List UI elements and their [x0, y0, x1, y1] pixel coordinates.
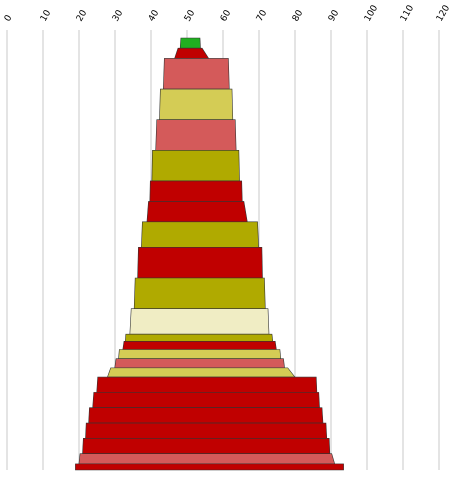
segment — [159, 88, 234, 121]
segment — [129, 308, 270, 335]
segment — [122, 341, 277, 350]
segment — [85, 422, 328, 439]
segment — [149, 180, 243, 202]
segment — [155, 119, 237, 151]
segment — [88, 407, 324, 424]
x-tick-label: 120 — [435, 3, 452, 23]
x-tick-label: 30 — [111, 8, 126, 23]
x-tick-labels: 0 10 20 30 40 50 60 70 80 90 100 110 120 — [3, 3, 452, 23]
x-tick-label: 20 — [75, 8, 90, 23]
segment — [163, 58, 230, 90]
segment — [96, 376, 318, 393]
x-tick-label: 70 — [255, 8, 270, 23]
x-tick-label: 60 — [219, 8, 234, 23]
segment — [151, 150, 240, 182]
segment — [114, 358, 285, 369]
x-tick-label: 50 — [183, 8, 198, 23]
x-tick-label: 90 — [327, 8, 342, 23]
segment — [137, 247, 263, 279]
x-tick-label: 80 — [291, 8, 306, 23]
segment — [82, 438, 331, 454]
segment — [118, 349, 282, 359]
segment — [92, 392, 320, 409]
segment — [179, 37, 201, 49]
segment — [107, 367, 296, 378]
segment — [133, 277, 266, 309]
segment — [125, 333, 274, 342]
segment — [146, 201, 248, 223]
segment — [141, 221, 259, 248]
segment — [78, 453, 336, 465]
x-tick-label: 100 — [363, 3, 380, 23]
segment — [75, 463, 344, 471]
x-tick-label: 40 — [147, 8, 162, 23]
segment — [174, 47, 210, 59]
x-tick-label: 110 — [399, 3, 416, 23]
x-tick-label: 0 — [3, 13, 15, 23]
x-tick-label: 10 — [39, 8, 54, 23]
segments-group — [75, 37, 344, 471]
